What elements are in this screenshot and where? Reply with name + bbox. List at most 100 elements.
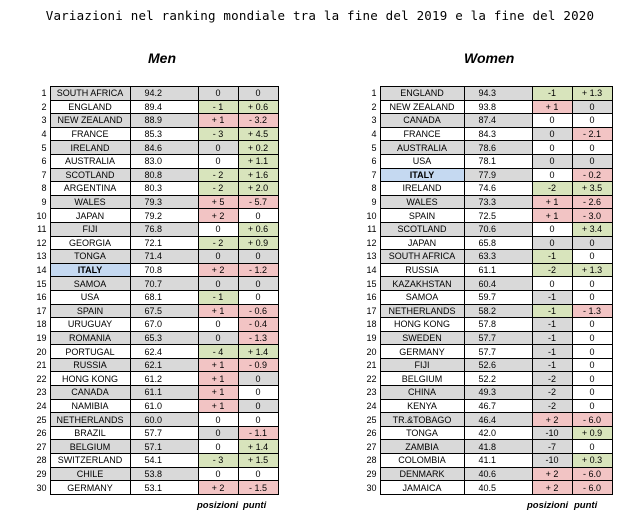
points-change: + 0.2 <box>237 140 279 155</box>
team-score: 80.3 <box>129 181 199 196</box>
position-change: 0 <box>197 221 239 237</box>
points-change: + 4.5 <box>237 126 279 142</box>
team-score: 73.3 <box>463 194 533 210</box>
points-change: - 0.6 <box>237 303 279 319</box>
table-row: 20 PORTUGAL 62.4- 4 + 1.4 <box>30 344 279 359</box>
points-change: + 1.6 <box>237 167 279 183</box>
points-change: 0 <box>571 276 613 291</box>
team-name: IRELAND <box>49 140 131 155</box>
position-change: - 1 <box>197 99 239 115</box>
rank-number: 5 <box>371 142 377 153</box>
rank-number: 20 <box>366 346 377 357</box>
team-score: 62.4 <box>129 344 199 359</box>
points-change: - 3.0 <box>571 208 613 223</box>
position-change: - 2 <box>197 181 239 196</box>
team-name: SPAIN <box>379 208 465 223</box>
table-row: 6 USA 78.1 0 0 <box>360 153 613 169</box>
team-name: AUSTRALIA <box>379 140 465 155</box>
position-change: -2 <box>531 371 573 387</box>
table-row: 25 TR.&TOBAGO 46.4 + 2- 6.0 <box>360 412 613 427</box>
points-change: 0 <box>237 289 279 305</box>
table-row: 30 GERMANY 53.1 + 2- 1.5 <box>30 480 279 495</box>
position-change: -1 <box>531 330 573 346</box>
team-score: 61.0 <box>129 398 199 414</box>
table-row: 15 SAMOA 70.7 0 0 <box>30 276 279 291</box>
rank-number: 1 <box>41 88 47 99</box>
table-row: 17 SPAIN 67.5 + 1- 0.6 <box>30 303 279 319</box>
team-score: 57.7 <box>463 330 533 346</box>
points-change: 0 <box>571 235 613 251</box>
rank-number: 16 <box>36 292 47 303</box>
position-change: 0 <box>531 276 573 291</box>
table-row: 7 SCOTLAND 80.8- 2 + 1.6 <box>30 167 279 183</box>
table-row: 25 NETHERLANDS 60.0 0 0 <box>30 412 279 427</box>
position-change: + 1 <box>531 208 573 223</box>
team-name: AUSTRALIA <box>49 153 131 169</box>
team-score: 53.1 <box>129 480 199 495</box>
position-change: 0 <box>197 276 239 291</box>
team-score: 59.7 <box>463 289 533 305</box>
position-change: + 2 <box>531 466 573 482</box>
points-change: + 0.3 <box>571 453 613 468</box>
rank-number: 8 <box>41 183 47 194</box>
team-score: 77.9 <box>463 167 533 183</box>
points-change: + 0.6 <box>237 221 279 237</box>
team-score: 41.8 <box>463 439 533 455</box>
position-change: 0 <box>197 86 239 101</box>
position-change: 0 <box>531 221 573 237</box>
position-change: -2 <box>531 262 573 278</box>
points-change: 0 <box>571 249 613 264</box>
rank-number: 24 <box>36 400 47 411</box>
table-row: 21 RUSSIA 62.1 + 1- 0.9 <box>30 357 279 373</box>
team-score: 57.7 <box>129 425 199 441</box>
table-row: 10 SPAIN 72.5 + 1- 3.0 <box>360 208 613 223</box>
team-name: ITALY <box>379 167 465 183</box>
points-change: - 6.0 <box>571 466 613 482</box>
points-change: 0 <box>237 385 279 400</box>
rank-number: 7 <box>371 169 377 180</box>
points-change: 0 <box>571 289 613 305</box>
team-name: WALES <box>379 194 465 210</box>
points-change: 0 <box>571 99 613 115</box>
team-name: JAPAN <box>379 235 465 251</box>
position-change: 0 <box>531 153 573 169</box>
rank-number: 7 <box>41 169 47 180</box>
position-change: + 2 <box>531 412 573 427</box>
points-change: + 1.4 <box>237 439 279 455</box>
team-score: 93.8 <box>463 99 533 115</box>
team-name: NETHERLANDS <box>379 303 465 319</box>
team-name: JAMAICA <box>379 480 465 495</box>
team-name: CANADA <box>49 385 131 400</box>
team-name: SWEDEN <box>379 330 465 346</box>
position-change: + 1 <box>197 357 239 373</box>
team-name: ZAMBIA <box>379 439 465 455</box>
team-name: HONG KONG <box>49 371 131 387</box>
points-change: + 2.0 <box>237 181 279 196</box>
team-score: 61.1 <box>463 262 533 278</box>
rank-number: 23 <box>366 387 377 398</box>
team-name: GEORGIA <box>49 235 131 251</box>
points-change: + 3.5 <box>571 181 613 196</box>
rank-number: 3 <box>41 115 47 126</box>
team-score: 72.1 <box>129 235 199 251</box>
table-row: 30 JAMAICA 40.5 + 2- 6.0 <box>360 480 613 495</box>
team-name: KAZAKHSTAN <box>379 276 465 291</box>
rank-number: 27 <box>366 441 377 452</box>
team-name: RUSSIA <box>49 357 131 373</box>
points-change: 0 <box>237 371 279 387</box>
rank-number: 27 <box>36 441 47 452</box>
team-score: 57.7 <box>463 344 533 359</box>
team-score: 61.2 <box>129 371 199 387</box>
team-name: PORTUGAL <box>49 344 131 359</box>
team-score: 67.5 <box>129 303 199 319</box>
table-row: 2 ENGLAND 89.4- 1 + 0.6 <box>30 99 279 115</box>
position-change: - 3 <box>197 126 239 142</box>
rank-number: 16 <box>366 292 377 303</box>
table-row: 24 KENYA 46.7 -2 0 <box>360 398 613 414</box>
position-change: -1 <box>531 289 573 305</box>
rank-number: 12 <box>366 237 377 248</box>
team-name: TONGA <box>49 249 131 264</box>
team-name: BELGIUM <box>49 439 131 455</box>
points-change: 0 <box>571 113 613 128</box>
position-change: 0 <box>197 425 239 441</box>
